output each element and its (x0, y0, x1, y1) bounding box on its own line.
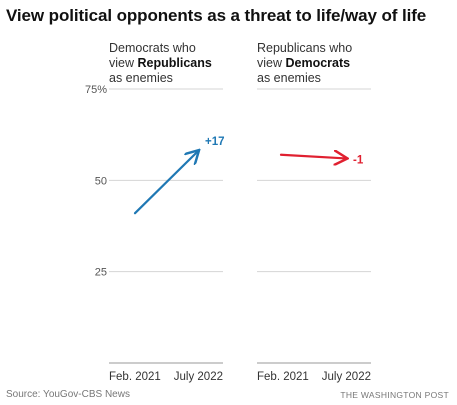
change-arrow (279, 155, 346, 159)
panel-title-line3: as enemies (257, 71, 321, 85)
x-tick-label: Feb. 2021 (257, 371, 309, 383)
panel-title-party: Republicans (137, 56, 212, 70)
panel-title-line3: as enemies (109, 71, 173, 85)
change-label: +17 (205, 136, 225, 148)
y-tick-label: 50 (95, 175, 107, 187)
source-note: Source: YouGov-CBS News (6, 389, 130, 400)
x-tick-label: Feb. 2021 (109, 371, 161, 383)
panel-title-line1: Republicans who (257, 41, 353, 55)
credit-logo: THE WASHINGTON POST (340, 390, 449, 400)
change-label: -1 (353, 154, 364, 166)
chart-title: View political opponents as a threat to … (6, 6, 427, 25)
panel-title-party: Democrats (285, 56, 351, 70)
y-tick-label: 25 (95, 267, 107, 279)
y-tick-label: 75% (85, 84, 107, 96)
panel-title-view: view (109, 56, 138, 70)
x-tick-label: July 2022 (174, 371, 223, 383)
panel-title-republicans: Republicans who view Democrats as enemie… (257, 41, 352, 86)
panel-title-line1: Democrats who (109, 41, 196, 55)
change-arrow (133, 151, 198, 215)
panel-title-democrats: Democrats who view Republicans as enemie… (109, 41, 212, 86)
panel-title-view: view (257, 56, 286, 70)
x-tick-label: July 2022 (322, 371, 371, 383)
